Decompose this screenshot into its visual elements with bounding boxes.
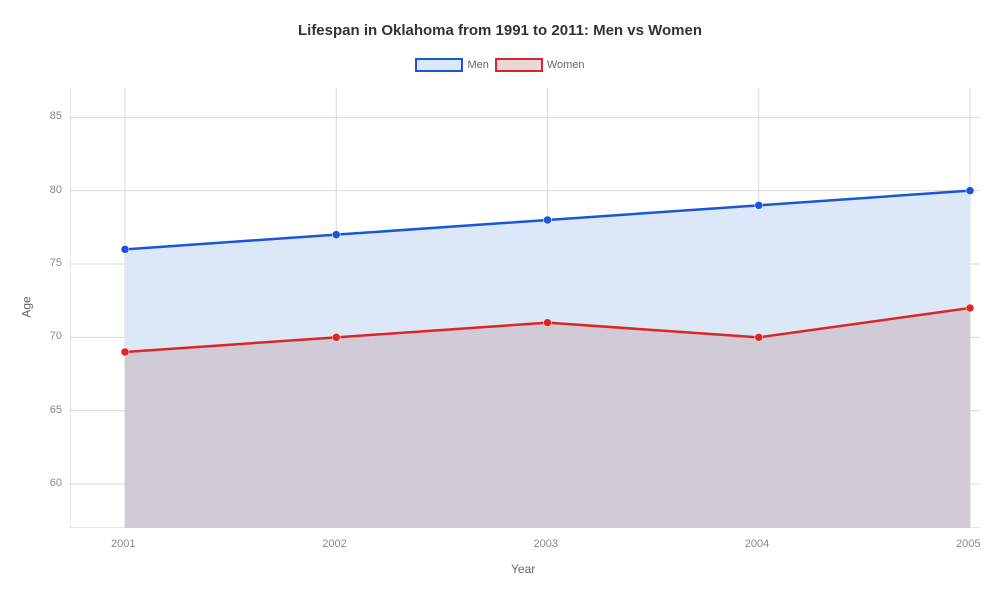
x-tick-label: 2002 xyxy=(322,538,346,550)
y-tick-label: 85 xyxy=(50,110,62,122)
legend: Men Women xyxy=(0,58,1000,72)
x-tick-label: 2004 xyxy=(745,538,769,550)
x-axis-title: Year xyxy=(511,562,535,576)
x-tick-label: 2001 xyxy=(111,538,135,550)
legend-swatch-women xyxy=(495,58,543,72)
legend-label-men: Men xyxy=(467,59,488,71)
legend-item-women[interactable]: Women xyxy=(495,58,585,72)
legend-item-men[interactable]: Men xyxy=(415,58,488,72)
y-tick-label: 70 xyxy=(50,330,62,342)
y-tick-label: 75 xyxy=(50,257,62,269)
y-axis-title: Age xyxy=(20,296,34,317)
x-tick-label: 2005 xyxy=(956,538,980,550)
chart-svg xyxy=(70,88,980,528)
chart-title: Lifespan in Oklahoma from 1991 to 2011: … xyxy=(0,22,1000,39)
x-tick-label: 2003 xyxy=(534,538,558,550)
legend-swatch-men xyxy=(415,58,463,72)
y-tick-label: 65 xyxy=(50,404,62,416)
y-tick-label: 80 xyxy=(50,184,62,196)
chart-container: Lifespan in Oklahoma from 1991 to 2011: … xyxy=(0,0,1000,600)
plot-area xyxy=(70,88,980,528)
y-tick-label: 60 xyxy=(50,477,62,489)
legend-label-women: Women xyxy=(547,59,585,71)
